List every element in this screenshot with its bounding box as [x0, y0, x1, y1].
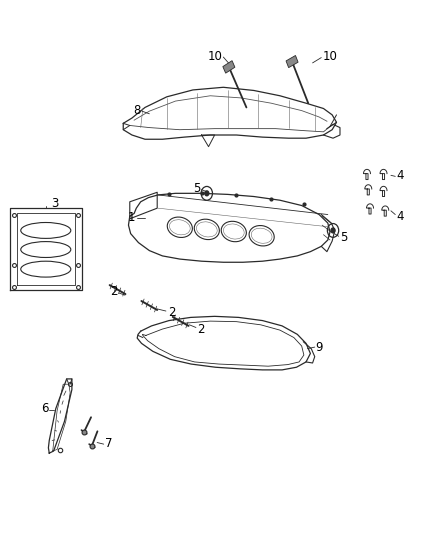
Text: 1: 1 [128, 211, 135, 224]
Text: 9: 9 [316, 341, 323, 353]
Polygon shape [286, 55, 298, 68]
Text: 2: 2 [168, 305, 175, 319]
Text: 2: 2 [197, 322, 204, 336]
Text: 2: 2 [110, 286, 118, 298]
Text: 4: 4 [396, 209, 404, 223]
Text: 5: 5 [340, 231, 347, 244]
Text: 10: 10 [322, 50, 337, 62]
Text: 8: 8 [133, 103, 141, 117]
Text: 4: 4 [396, 169, 404, 182]
Circle shape [205, 191, 209, 196]
Text: 5: 5 [193, 182, 200, 195]
Text: 10: 10 [208, 50, 223, 62]
Text: 7: 7 [105, 437, 113, 449]
Polygon shape [223, 61, 235, 73]
Text: 6: 6 [41, 402, 48, 415]
Circle shape [331, 228, 335, 233]
Text: 3: 3 [51, 197, 58, 211]
